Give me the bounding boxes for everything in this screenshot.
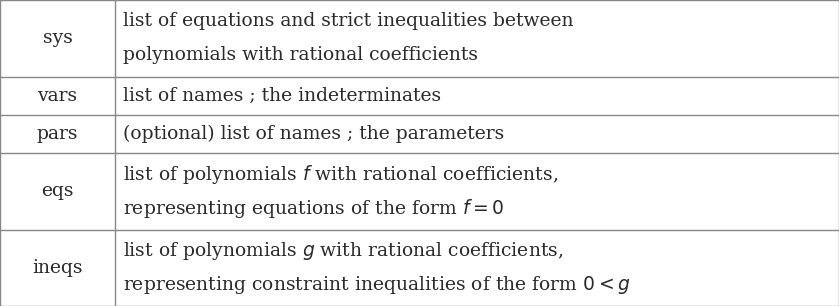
- Text: list of names ; the indeterminates: list of names ; the indeterminates: [123, 87, 441, 105]
- Text: polynomials with rational coefficients: polynomials with rational coefficients: [123, 46, 478, 64]
- Text: eqs: eqs: [41, 182, 74, 200]
- Text: representing equations of the form $f = 0$: representing equations of the form $f = …: [123, 196, 505, 220]
- Text: vars: vars: [38, 87, 77, 105]
- Text: pars: pars: [37, 125, 78, 143]
- Text: list of polynomials $g$ with rational coefficients,: list of polynomials $g$ with rational co…: [123, 240, 564, 262]
- Text: list of equations and strict inequalities between: list of equations and strict inequalitie…: [123, 13, 574, 30]
- Text: representing constraint inequalities of the form $0 < g$: representing constraint inequalities of …: [123, 274, 631, 296]
- Text: (optional) list of names ; the parameters: (optional) list of names ; the parameter…: [123, 125, 504, 143]
- Text: sys: sys: [43, 29, 72, 47]
- Text: list of polynomials $f$ with rational coefficients,: list of polynomials $f$ with rational co…: [123, 163, 559, 186]
- Text: ineqs: ineqs: [32, 259, 83, 277]
